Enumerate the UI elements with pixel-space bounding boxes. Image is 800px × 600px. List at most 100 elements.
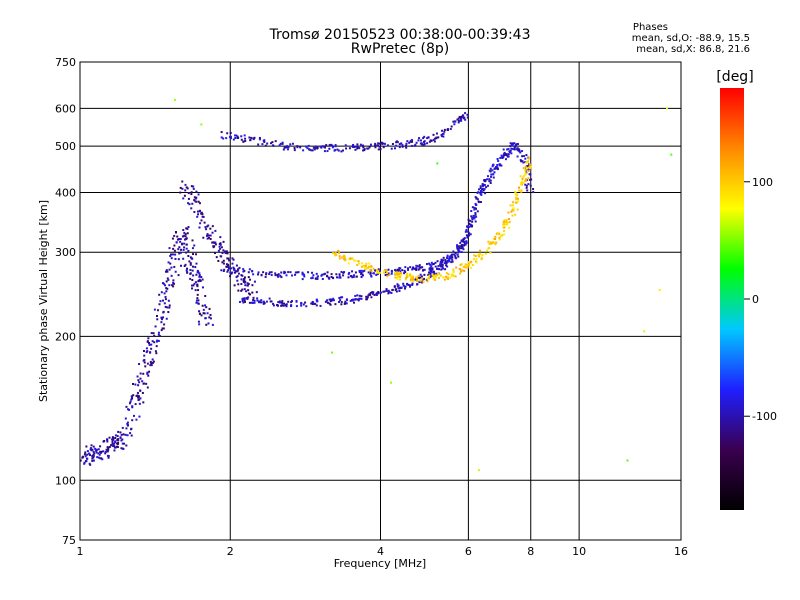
data-point xyxy=(270,274,273,277)
data-point xyxy=(265,300,268,303)
data-point xyxy=(172,281,175,284)
data-point xyxy=(291,274,294,277)
data-point xyxy=(366,296,369,299)
data-point xyxy=(205,323,208,326)
data-point xyxy=(160,329,163,332)
data-point xyxy=(352,143,355,146)
data-point xyxy=(476,210,479,213)
data-point xyxy=(338,296,341,299)
data-point xyxy=(181,187,184,190)
data-point xyxy=(461,246,464,249)
data-point xyxy=(332,297,335,300)
data-point xyxy=(278,144,281,147)
data-point xyxy=(111,438,114,441)
data-point xyxy=(154,350,157,353)
data-point xyxy=(168,268,171,271)
data-point xyxy=(422,137,425,140)
data-point xyxy=(373,272,376,275)
data-point xyxy=(330,273,333,276)
data-point xyxy=(222,240,225,243)
data-point xyxy=(437,136,440,139)
data-point xyxy=(475,197,478,200)
data-point xyxy=(328,144,331,147)
data-point xyxy=(507,153,510,156)
data-point xyxy=(470,225,473,228)
data-point xyxy=(426,142,429,145)
data-point xyxy=(456,247,459,250)
data-point xyxy=(197,299,200,302)
data-point xyxy=(206,312,209,315)
data-point xyxy=(493,171,496,174)
data-point xyxy=(149,360,152,363)
data-point xyxy=(181,235,184,238)
data-point xyxy=(476,198,479,201)
data-point xyxy=(272,302,275,305)
data-point xyxy=(455,257,458,260)
data-point xyxy=(404,266,407,269)
data-point xyxy=(226,263,229,266)
data-point xyxy=(222,270,225,273)
data-point xyxy=(186,227,189,230)
data-point xyxy=(287,146,290,149)
data-point xyxy=(125,405,128,408)
data-point xyxy=(521,150,524,153)
data-point xyxy=(331,351,334,354)
data-point xyxy=(670,153,673,156)
data-point xyxy=(439,262,442,265)
data-point xyxy=(522,155,525,158)
data-point xyxy=(187,226,190,229)
data-point xyxy=(97,448,100,451)
data-point xyxy=(489,242,492,245)
data-point xyxy=(219,243,222,246)
data-point xyxy=(198,226,201,229)
data-point xyxy=(369,273,372,276)
data-point xyxy=(276,304,279,307)
data-point xyxy=(236,279,239,282)
data-point xyxy=(460,239,463,242)
data-point xyxy=(158,334,161,337)
data-point xyxy=(247,292,250,295)
data-point xyxy=(457,247,460,250)
data-point xyxy=(303,275,306,278)
data-point xyxy=(505,153,508,156)
data-point xyxy=(150,362,153,365)
data-point xyxy=(360,297,363,300)
data-point xyxy=(529,166,532,169)
data-point xyxy=(292,142,295,145)
data-point xyxy=(445,264,448,267)
data-point xyxy=(188,260,191,263)
data-point xyxy=(497,159,500,162)
data-point xyxy=(363,269,366,272)
data-point xyxy=(228,259,231,262)
data-point xyxy=(274,274,277,277)
data-point xyxy=(104,450,107,453)
data-point xyxy=(283,272,286,275)
data-point xyxy=(411,268,414,271)
data-point xyxy=(479,187,482,190)
data-point xyxy=(411,277,414,280)
data-point xyxy=(428,271,431,274)
data-point xyxy=(150,347,153,350)
data-point xyxy=(443,278,446,281)
data-point xyxy=(443,262,446,265)
data-point xyxy=(170,257,173,260)
y-tick-label: 200 xyxy=(55,330,76,343)
data-point xyxy=(498,238,501,241)
data-point xyxy=(430,265,433,268)
data-point xyxy=(409,276,412,279)
data-point xyxy=(126,421,129,424)
data-point xyxy=(195,262,198,265)
data-point xyxy=(452,268,455,271)
data-point xyxy=(104,452,107,455)
colorbar-tick-label: 0 xyxy=(752,293,759,306)
data-point xyxy=(354,294,357,297)
data-point xyxy=(482,185,485,188)
data-point xyxy=(371,291,374,294)
data-point xyxy=(426,137,429,140)
data-point xyxy=(434,274,437,277)
data-point xyxy=(462,248,465,251)
data-point xyxy=(203,221,206,224)
data-point xyxy=(235,276,238,279)
data-point xyxy=(130,434,133,437)
data-point xyxy=(520,160,523,163)
